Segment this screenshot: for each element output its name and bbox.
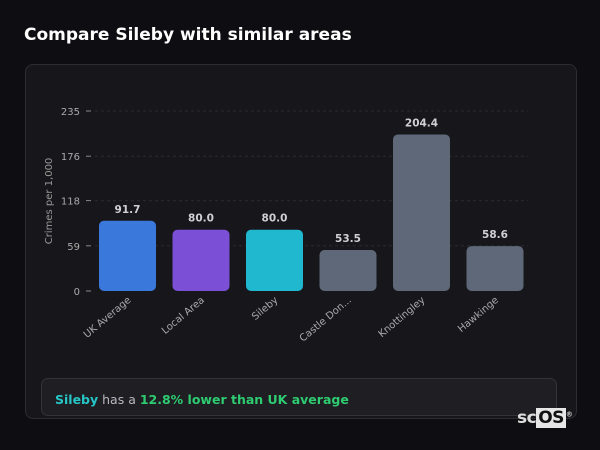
x-tick-label: Knottingley <box>377 295 428 340</box>
data-label: 80.0 <box>262 213 288 225</box>
data-label: 204.4 <box>405 117 438 129</box>
bar <box>172 229 230 291</box>
bar <box>99 220 156 291</box>
data-label: 53.5 <box>335 233 361 245</box>
y-tick-label: 59 <box>67 242 80 253</box>
data-label: 91.7 <box>115 204 141 216</box>
summary-box: Sileby has a 12.8% lower than UK average <box>41 378 557 416</box>
data-label: 80.0 <box>188 213 214 225</box>
x-tick-label: UK Average <box>82 295 134 341</box>
y-tick-label: 176 <box>61 152 80 163</box>
bar <box>466 246 524 291</box>
y-tick-label: 0 <box>74 287 80 298</box>
y-axis-label: Crimes per 1,000 <box>44 158 55 245</box>
y-tick-label: 235 <box>61 107 80 118</box>
bar <box>393 134 450 291</box>
x-tick-label: Sileby <box>250 295 280 323</box>
bar <box>319 250 377 291</box>
summary-comparison: 12.8% lower than UK average <box>139 392 349 407</box>
summary-area: Sileby <box>55 392 99 407</box>
scos-logo: sc OS ® <box>517 408 573 428</box>
x-tick-label: Hawkinge <box>456 295 501 335</box>
x-tick-label: Local Area <box>160 295 207 337</box>
summary-middle: has a <box>98 392 140 407</box>
y-tick-label: 118 <box>61 197 80 208</box>
bar <box>246 229 303 291</box>
x-tick-label: Castle Don... <box>298 295 354 345</box>
page-title: Compare Sileby with similar areas <box>24 25 352 45</box>
data-label: 58.6 <box>482 229 508 241</box>
